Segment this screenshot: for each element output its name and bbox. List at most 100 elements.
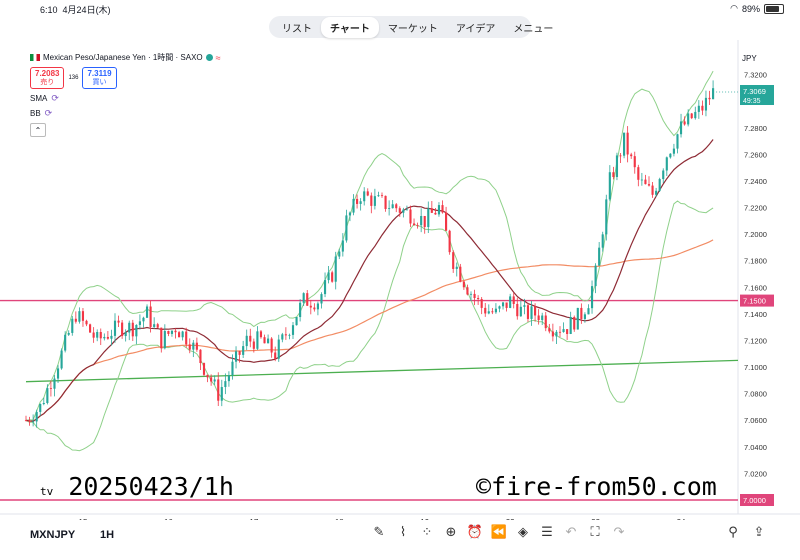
candle-body <box>712 88 715 100</box>
loading-icon: ⟳ <box>44 108 53 118</box>
candle-body <box>295 317 298 326</box>
candle-body <box>323 280 327 295</box>
share-icon[interactable]: ⇪ <box>753 525 765 540</box>
candle-body <box>113 320 117 336</box>
symbol-button[interactable]: MXNJPY <box>30 529 76 541</box>
indicator-bb[interactable]: BB ⟳ <box>30 108 53 118</box>
candle-body <box>124 332 127 337</box>
time-tick-label: 18 <box>335 518 344 520</box>
candle-body <box>633 156 636 168</box>
bottom-toolbar: MXNJPY 1H ✎ ⌇ ⁘ ⊕ ⏰ ⏪ ◈ ☰ ↶ ⛶ ↷ ⚲ ⇪ <box>0 520 800 560</box>
tab-market[interactable]: マーケット <box>387 23 438 35</box>
candle-body <box>658 179 661 191</box>
candle-body <box>309 305 312 308</box>
candle-body <box>501 302 505 307</box>
candle-body <box>334 256 337 282</box>
candle-body <box>249 335 252 342</box>
candle-body <box>74 318 77 322</box>
candle-body <box>135 324 138 337</box>
candle-body <box>224 381 227 388</box>
tab-ideas[interactable]: アイデア <box>455 23 496 35</box>
candle-body <box>516 303 519 317</box>
candle-body <box>213 379 216 382</box>
candle-body <box>316 303 319 310</box>
alarm-icon[interactable]: ⏰ <box>466 525 484 540</box>
candle-body <box>672 148 675 154</box>
candle-body <box>359 201 362 204</box>
sell-button[interactable]: 7.2083 売り <box>30 67 65 89</box>
candle-body <box>256 331 259 349</box>
candle-body <box>423 215 426 228</box>
candle-body <box>299 302 302 318</box>
candle-body <box>598 247 601 266</box>
candle-body <box>409 209 412 224</box>
fullscreen-icon[interactable]: ⛶ <box>590 525 600 540</box>
currency-label[interactable]: JPY <box>742 54 757 63</box>
candle-body <box>498 306 501 309</box>
candle-body <box>24 420 28 422</box>
replay-icon[interactable]: ⏪ <box>490 525 508 540</box>
candle-body <box>509 296 512 308</box>
candle-body <box>669 153 672 158</box>
price-tick-label: 7.3200 <box>744 71 767 80</box>
candle-body <box>558 331 562 333</box>
candle-body <box>412 223 416 226</box>
candle-body <box>398 208 401 213</box>
buy-button[interactable]: 7.3119 買い <box>82 67 117 89</box>
lightbulb-icon[interactable]: ⚲ <box>728 525 738 540</box>
time-tick-label: 23 <box>591 518 600 520</box>
candle-body <box>455 266 458 269</box>
undo-icon[interactable]: ↶ <box>565 525 577 540</box>
candle-body <box>569 316 572 334</box>
candle-body <box>231 361 234 376</box>
candle-body <box>234 351 238 362</box>
candle-body <box>149 306 152 327</box>
candle-body <box>138 321 141 325</box>
candle-body <box>96 331 99 338</box>
candle-body <box>370 195 373 206</box>
candle-body <box>131 322 134 337</box>
candle-body <box>430 208 433 213</box>
tab-list[interactable]: リスト <box>282 23 312 35</box>
candle-body <box>480 299 483 308</box>
indicator-chart-icon[interactable]: ⌇ <box>399 525 407 540</box>
chart-legend: Mexican Peso/Japanese Yen · 1時間 · SAXO ≈… <box>30 52 221 137</box>
candle-body <box>291 325 295 335</box>
candle-body <box>473 293 476 299</box>
candle-body <box>395 204 398 209</box>
candle-body <box>331 272 334 282</box>
mexico-flag-icon <box>30 54 40 61</box>
candle-body <box>42 403 45 405</box>
tab-chart[interactable]: チャート <box>321 16 379 38</box>
candle-body <box>153 324 156 327</box>
instrument-name[interactable]: Mexican Peso/Japanese Yen · 1時間 · SAXO <box>43 53 203 62</box>
candle-body <box>163 330 166 349</box>
add-icon[interactable]: ⊕ <box>445 525 457 540</box>
candle-body <box>284 334 287 336</box>
pencil-icon[interactable]: ✎ <box>373 525 385 540</box>
price-chart[interactable]: 7.32007.30007.28007.26007.24007.22007.20… <box>0 40 800 520</box>
candle-body <box>373 196 376 206</box>
candle-body <box>85 320 88 325</box>
candle-body <box>185 331 188 345</box>
layers-icon[interactable]: ◈ <box>518 525 528 540</box>
collapse-legend-button[interactable]: ⌃ <box>30 123 46 137</box>
sma-short-line <box>25 139 714 422</box>
candle-body <box>356 198 359 204</box>
price-tick-label: 7.1800 <box>744 257 767 266</box>
candle-body <box>345 215 348 241</box>
settings-sliders-icon[interactable]: ☰ <box>541 525 553 540</box>
candle-body <box>92 332 95 338</box>
horizontal-line-label: 7.1500 <box>743 297 766 306</box>
candle-body <box>537 315 540 321</box>
price-tick-label: 7.0400 <box>744 443 767 452</box>
candle-body <box>459 266 462 282</box>
templates-icon[interactable]: ⁘ <box>421 525 433 540</box>
candle-body <box>427 208 430 228</box>
tab-menu[interactable]: メニュー <box>513 23 554 35</box>
indicator-sma[interactable]: SMA ⟳ <box>30 93 59 103</box>
time-tick-label: 16 <box>164 518 173 520</box>
interval-button[interactable]: 1H <box>100 529 115 541</box>
redo-icon[interactable]: ↷ <box>613 525 625 540</box>
candle-body <box>341 240 344 252</box>
